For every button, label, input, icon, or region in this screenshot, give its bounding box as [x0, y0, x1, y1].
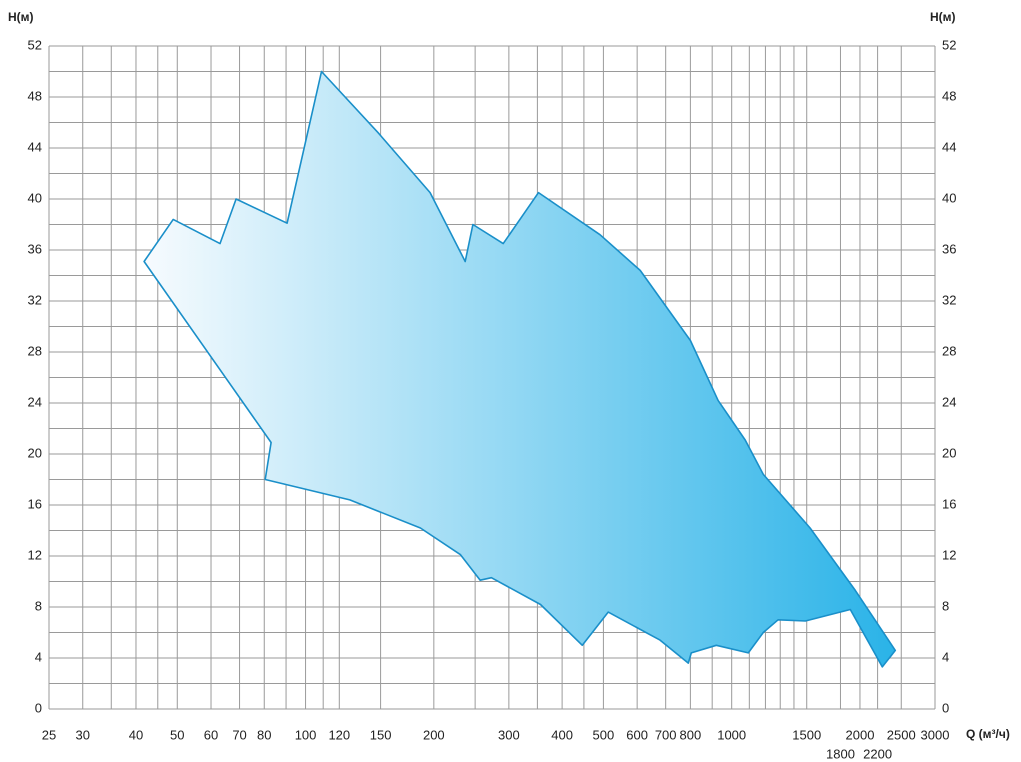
- y2-tick-label: 48: [942, 88, 956, 103]
- x-tick-label: 40: [129, 727, 143, 742]
- y2-tick-label: 24: [942, 394, 956, 409]
- x-tick-label: 25: [42, 727, 56, 742]
- y-tick-label: 36: [28, 241, 42, 256]
- x-tick-label: 500: [593, 727, 615, 742]
- x-tick-label: 120: [328, 727, 350, 742]
- y-axis-title: H(м): [8, 10, 34, 24]
- y2-tick-label: 28: [942, 343, 956, 358]
- x-tick-label: 1500: [792, 727, 821, 742]
- x-tick-label: 800: [680, 727, 702, 742]
- x-tick-label: 2000: [846, 727, 875, 742]
- x-tick-label: 1800: [826, 746, 855, 761]
- y-tick-label: 8: [35, 598, 42, 613]
- y2-tick-label: 52: [942, 37, 956, 52]
- x-tick-label: 200: [423, 727, 445, 742]
- y-tick-label: 24: [28, 394, 42, 409]
- x-tick-label: 1000: [717, 727, 746, 742]
- x-tick-label: 400: [551, 727, 573, 742]
- x-tick-label: 300: [498, 727, 520, 742]
- x-tick-label: 2500: [887, 727, 916, 742]
- operating-range: [143, 70, 897, 668]
- y2-tick-label: 32: [942, 292, 956, 307]
- x-axis-title: Q (м³/ч): [966, 727, 1010, 741]
- y2-tick-label: 36: [942, 241, 956, 256]
- y2-tick-label: 0: [942, 700, 949, 715]
- y2-axis-title: H(м): [930, 10, 956, 24]
- y2-tick-label: 40: [942, 190, 956, 205]
- y2-tick-label: 12: [942, 547, 956, 562]
- x-tick-label: 600: [626, 727, 648, 742]
- y2-tick-label: 4: [942, 649, 949, 664]
- y-tick-label: 4: [35, 649, 42, 664]
- x-tick-label: 100: [295, 727, 317, 742]
- y2-tick-label: 44: [942, 139, 956, 154]
- y-tick-label: 48: [28, 88, 42, 103]
- x-tick-label: 700: [655, 727, 677, 742]
- y-tick-label: 40: [28, 190, 42, 205]
- x-tick-label: 2200: [863, 746, 892, 761]
- y2-tick-label: 16: [942, 496, 956, 511]
- y-tick-label: 12: [28, 547, 42, 562]
- y-tick-label: 32: [28, 292, 42, 307]
- y-tick-label: 16: [28, 496, 42, 511]
- x-tick-label: 80: [257, 727, 271, 742]
- x-tick-label: 60: [204, 727, 218, 742]
- x-tick-label: 70: [232, 727, 246, 742]
- x-tick-label: 150: [370, 727, 392, 742]
- x-tick-label: 50: [170, 727, 184, 742]
- y2-tick-label: 20: [942, 445, 956, 460]
- y-tick-label: 0: [35, 700, 42, 715]
- y-tick-label: 44: [28, 139, 42, 154]
- x-tick-label: 3000: [921, 727, 950, 742]
- y2-tick-label: 8: [942, 598, 949, 613]
- y-tick-label: 20: [28, 445, 42, 460]
- x-tick-label: 30: [76, 727, 90, 742]
- y-tick-label: 52: [28, 37, 42, 52]
- y-tick-label: 28: [28, 343, 42, 358]
